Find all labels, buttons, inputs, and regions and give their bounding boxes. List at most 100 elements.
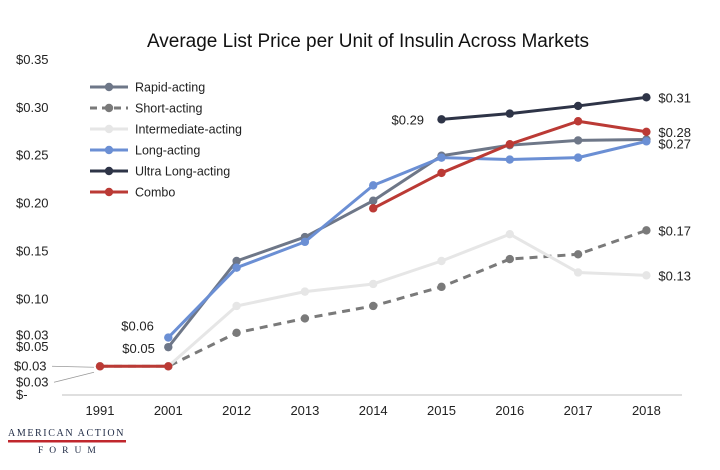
data-point-ultra-long-acting xyxy=(573,101,583,111)
data-point-combo xyxy=(437,168,446,178)
y-tick-label: $0.05 xyxy=(16,339,49,354)
y-tick-label: $0.20 xyxy=(16,196,49,211)
legend-swatch-marker xyxy=(104,166,114,176)
data-label: $0.28 xyxy=(658,125,691,140)
data-point-short-acting xyxy=(232,328,241,337)
x-axis: 1991 2001 2012 2013 2014 2015 2016 2017 2018 xyxy=(86,403,661,418)
series-line-short-acting xyxy=(100,228,647,368)
data-point-long-acting xyxy=(300,237,310,247)
logo-accent-bar xyxy=(8,440,126,443)
data-point-ultra-long-acting xyxy=(642,93,651,102)
legend-label: Ultra Long-acting xyxy=(135,165,230,179)
x-tick-label: 2018 xyxy=(632,403,661,418)
y-tick-label: $0.10 xyxy=(16,291,49,306)
y-axis: $- $0.05 $0.10 $0.15 $0.20 $0.25 $0.30 $0.35 xyxy=(16,52,49,402)
data-label: $0.29 xyxy=(392,112,425,127)
series-line-ultra-long-acting xyxy=(441,95,647,121)
logo-line1: AMERICAN ACTION xyxy=(8,428,125,439)
data-point-short-acting xyxy=(300,314,310,323)
x-tick-label: 2001 xyxy=(154,403,183,418)
series-short-acting xyxy=(95,226,651,371)
series-long-acting xyxy=(164,137,651,342)
legend-label: Combo xyxy=(135,186,175,200)
legend-label: Long-acting xyxy=(135,144,200,158)
x-tick-label: 2015 xyxy=(427,403,456,418)
x-tick-label: 2012 xyxy=(222,403,251,418)
legend-item-long-acting: Long-acting xyxy=(90,144,200,158)
data-point-long-acting xyxy=(369,181,378,190)
legend-item-intermediate-acting: Intermediate-acting xyxy=(90,123,242,137)
legend-item-short-acting: Short-acting xyxy=(90,102,202,116)
data-point-intermediate-acting xyxy=(642,271,651,280)
legend-item-combo: Combo xyxy=(90,186,175,200)
data-point-rapid-acting xyxy=(573,136,583,145)
data-point-long-acting xyxy=(437,153,446,162)
legend-item-rapid-acting: Rapid-acting xyxy=(90,81,205,95)
data-point-short-acting xyxy=(573,250,583,259)
data-point-intermediate-acting xyxy=(573,268,583,277)
series-combo xyxy=(95,117,651,371)
data-label-leader xyxy=(51,365,95,368)
y-tick-label: $0.30 xyxy=(16,100,49,115)
x-tick-label: 2016 xyxy=(495,403,524,418)
data-label: $0.03 xyxy=(14,358,47,373)
data-point-ultra-long-acting xyxy=(437,115,446,124)
data-point-rapid-acting xyxy=(164,342,173,352)
data-label: $0.13 xyxy=(658,268,691,283)
data-label: $0.31 xyxy=(658,90,691,105)
data-label: $0.03 xyxy=(16,327,49,342)
legend-label: Rapid-acting xyxy=(135,81,205,95)
data-point-combo xyxy=(95,362,105,371)
data-label: $0.06 xyxy=(121,319,154,334)
data-point-intermediate-acting xyxy=(300,287,310,296)
series-line-rapid-acting xyxy=(167,137,647,349)
data-point-long-acting xyxy=(232,263,241,272)
data-point-combo xyxy=(369,204,378,213)
legend: Rapid-acting Short-acting Intermediate-act… xyxy=(90,81,242,200)
legend-swatch-marker xyxy=(104,82,114,92)
data-label: $0.03 xyxy=(16,374,49,389)
legend-label: Short-acting xyxy=(135,102,202,116)
data-point-long-acting xyxy=(164,333,173,342)
data-label: $0.05 xyxy=(122,341,155,356)
data-point-short-acting xyxy=(437,282,446,292)
y-tick-label: $0.25 xyxy=(16,148,49,163)
data-point-combo xyxy=(505,140,514,149)
data-point-rapid-acting xyxy=(232,256,241,266)
series-layer xyxy=(95,93,651,371)
y-tick-label: $- xyxy=(16,387,28,402)
data-point-intermediate-acting xyxy=(232,301,241,311)
series-intermediate-acting xyxy=(95,230,651,371)
legend-swatch-marker xyxy=(104,145,114,155)
y-tick-label: $0.35 xyxy=(16,52,49,67)
data-point-rapid-acting xyxy=(369,196,378,205)
data-point-intermediate-acting xyxy=(369,279,378,289)
legend-swatch-marker xyxy=(104,187,114,197)
legend-label: Intermediate-acting xyxy=(135,123,242,137)
x-tick-label: 2014 xyxy=(359,403,388,418)
data-point-intermediate-acting xyxy=(437,256,446,266)
data-label: $0.27 xyxy=(658,136,691,151)
data-point-short-acting xyxy=(369,301,378,311)
data-point-long-acting xyxy=(573,153,583,162)
data-point-intermediate-acting xyxy=(505,230,514,239)
data-labels: $0.03$0.03$0.03$0.06$0.05$0.29$0.31$0.28… xyxy=(14,90,691,389)
data-point-short-acting xyxy=(505,254,514,264)
data-point-combo xyxy=(164,362,173,371)
series-rapid-acting xyxy=(164,135,651,352)
data-point-short-acting xyxy=(642,226,651,235)
series-line-combo xyxy=(372,119,647,210)
data-label: $0.17 xyxy=(658,223,691,238)
data-label-leader xyxy=(53,371,95,383)
data-point-ultra-long-acting xyxy=(505,109,514,118)
legend-item-ultra-long-acting: Ultra Long-acting xyxy=(90,165,230,179)
legend-swatch-marker xyxy=(104,124,114,134)
data-point-combo xyxy=(642,127,651,136)
y-tick-label: $0.15 xyxy=(16,243,49,258)
x-tick-label: 2013 xyxy=(290,403,319,418)
data-point-combo xyxy=(573,117,583,126)
x-tick-label: 2017 xyxy=(564,403,593,418)
data-point-long-acting xyxy=(642,137,651,146)
x-tick-label: 1991 xyxy=(86,403,115,418)
